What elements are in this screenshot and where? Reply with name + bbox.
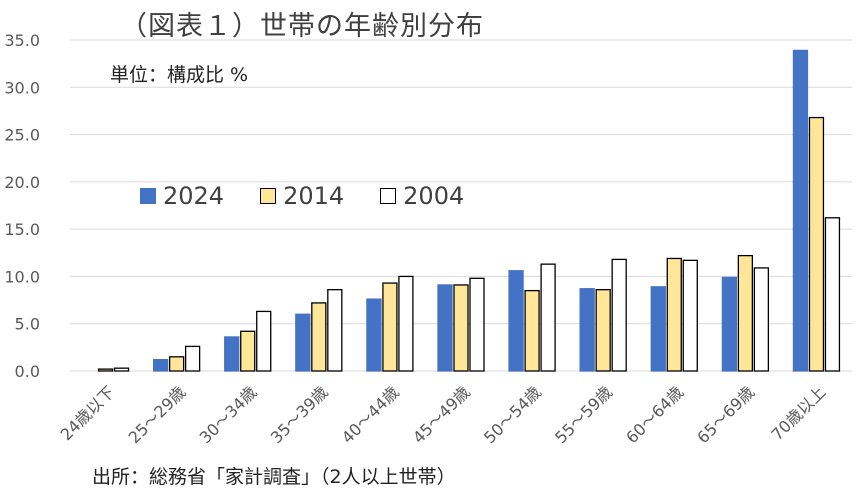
legend-item-2004: 2004 xyxy=(380,182,464,210)
bar-2004-9 xyxy=(753,267,770,372)
bar-2024-4 xyxy=(366,298,382,372)
y-tick-label: 20.0 xyxy=(4,173,40,192)
legend-label-2024: 2024 xyxy=(163,182,225,210)
legend-item-2024: 2024 xyxy=(140,182,224,210)
bar-2024-5 xyxy=(437,284,453,372)
legend-label-2014: 2014 xyxy=(283,182,345,210)
bar-2014-1 xyxy=(168,356,185,372)
bar-2014-2 xyxy=(240,330,256,372)
y-tick-label: 5.0 xyxy=(15,315,40,334)
bar-2004-8 xyxy=(682,259,698,372)
chart-title: （図表１）世帯の年齢別分布 xyxy=(120,11,484,42)
y-axis-tick-labels: 0.0 5.0 10.0 15.0 20.0 25.0 30.0 35.0 xyxy=(4,31,40,381)
bar-2004-7 xyxy=(611,258,627,372)
x-tick-label: 30～34歳 xyxy=(196,382,261,447)
bar-2004-1 xyxy=(184,345,201,372)
bar-2024-2 xyxy=(224,336,240,372)
y-tick-label: 25.0 xyxy=(4,126,40,145)
x-tick-label: 65～69歳 xyxy=(693,382,758,447)
bar-2014-0 xyxy=(97,368,114,372)
x-tick-label: 70歳以上 xyxy=(767,382,829,444)
legend-swatch-2014 xyxy=(260,188,277,204)
x-tick-label: 35～39歳 xyxy=(267,382,332,447)
bar-2014-7 xyxy=(595,289,611,372)
x-tick-label: 50～54歳 xyxy=(480,382,545,447)
bar-2004-3 xyxy=(327,289,343,372)
bar-2004-2 xyxy=(256,310,272,372)
y-tick-label: 35.0 xyxy=(4,31,40,50)
bar-2004-4 xyxy=(398,275,414,372)
x-tick-label: 24歳以下 xyxy=(57,382,119,444)
bar-2004-6 xyxy=(540,263,556,372)
legend-item-2014: 2014 xyxy=(260,182,344,210)
x-tick-label: 55～59歳 xyxy=(551,382,616,447)
y-tick-label: 30.0 xyxy=(4,78,40,97)
bar-2014-9 xyxy=(737,254,754,372)
legend-swatch-2024 xyxy=(140,188,156,204)
bar-2024-10 xyxy=(792,49,809,372)
x-tick-label: 25～29歳 xyxy=(125,382,190,447)
source-note: 出所：総務省「家計調査」（2人以上世帯） xyxy=(92,466,456,488)
x-tick-label: 40～44歳 xyxy=(338,382,403,447)
bar-2024-7 xyxy=(579,288,595,372)
x-tick-label: 45～49歳 xyxy=(409,382,474,447)
bar-2014-4 xyxy=(382,282,398,372)
x-axis-tick-labels: 24歳以下 25～29歳 30～34歳 35～39歳 40～44歳 45～49歳 50～54… xyxy=(57,382,830,447)
bar-2004-5 xyxy=(469,277,485,372)
bar-2024-9 xyxy=(721,276,738,372)
bar-2014-8 xyxy=(666,257,682,372)
y-tick-label: 15.0 xyxy=(4,220,40,239)
bars xyxy=(97,49,841,372)
unit-label: 単位：構成比 % xyxy=(110,64,249,86)
bar-2024-6 xyxy=(508,270,524,372)
bar-2024-1 xyxy=(152,359,169,372)
bar-2014-6 xyxy=(524,289,540,372)
x-tick-label: 60～64歳 xyxy=(622,382,687,447)
legend-label-2004: 2004 xyxy=(403,182,465,210)
y-tick-label: 0.0 xyxy=(15,362,40,381)
legend-swatch-2004 xyxy=(380,188,397,204)
bar-2014-3 xyxy=(311,302,327,372)
legend: 2024 2014 2004 xyxy=(140,182,500,210)
bar-2014-10 xyxy=(808,116,825,372)
bar-2004-0 xyxy=(113,367,130,372)
bar-2004-10 xyxy=(824,217,841,372)
bar-2024-8 xyxy=(650,286,666,372)
bar-2014-5 xyxy=(453,284,469,372)
bar-2024-3 xyxy=(295,313,311,372)
gridlines xyxy=(70,39,852,372)
y-tick-label: 10.0 xyxy=(4,267,40,286)
